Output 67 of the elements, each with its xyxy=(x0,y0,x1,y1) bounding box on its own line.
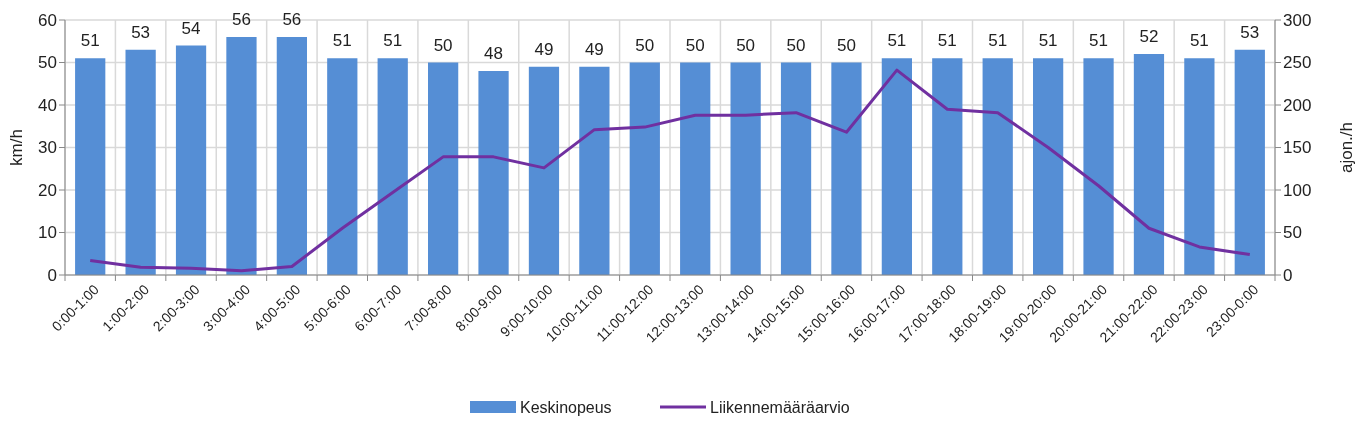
y-tick-label: 30 xyxy=(38,138,57,158)
data-label: 56 xyxy=(282,10,302,29)
bar xyxy=(680,62,711,275)
data-label: 49 xyxy=(534,39,554,59)
bar xyxy=(1234,49,1265,275)
data-label: 51 xyxy=(383,31,403,51)
y-tick-label: 10 xyxy=(38,223,57,243)
bar xyxy=(75,58,106,275)
bar xyxy=(478,71,509,275)
data-label: 50 xyxy=(685,35,705,55)
data-label: 49 xyxy=(584,39,604,59)
data-label: 54 xyxy=(181,18,201,38)
data-label: 50 xyxy=(837,35,856,55)
data-label: 50 xyxy=(635,35,655,55)
bar xyxy=(226,37,257,275)
bar xyxy=(1083,58,1114,275)
bar xyxy=(327,58,358,275)
data-label: 50 xyxy=(786,35,806,55)
data-label: 51 xyxy=(332,31,352,51)
data-label: 50 xyxy=(736,35,756,55)
data-label: 51 xyxy=(80,31,100,51)
bar xyxy=(730,62,761,275)
y-tick-label: 50 xyxy=(38,53,57,73)
y2-tick-label: 150 xyxy=(1283,138,1312,158)
bar xyxy=(780,62,812,275)
bar xyxy=(1133,54,1165,275)
legend-label: Liikennemääräarvio xyxy=(710,398,850,416)
data-label: 51 xyxy=(1089,31,1108,51)
data-label: 51 xyxy=(1038,31,1058,51)
bar xyxy=(377,58,408,275)
bar xyxy=(276,37,307,275)
bar xyxy=(125,49,156,275)
data-label: 53 xyxy=(131,22,151,42)
y-tick-label: 0 xyxy=(47,265,57,285)
y-tick-label: 20 xyxy=(38,180,57,200)
data-label: 52 xyxy=(1139,27,1159,46)
bar xyxy=(881,58,912,275)
data-label: 51 xyxy=(937,31,957,51)
y2-tick-label: 0 xyxy=(1283,265,1293,285)
data-label: 48 xyxy=(484,44,503,63)
bar xyxy=(528,66,560,275)
y-tick-label: 60 xyxy=(38,10,57,30)
data-label: 51 xyxy=(887,31,907,51)
bar xyxy=(932,58,963,275)
data-label: 56 xyxy=(232,10,251,29)
data-label: 50 xyxy=(433,35,453,55)
y2-tick-label: 300 xyxy=(1283,10,1312,30)
data-label: 51 xyxy=(988,31,1008,51)
y2-tick-label: 50 xyxy=(1283,223,1302,243)
bar xyxy=(629,62,660,275)
bar xyxy=(175,45,207,275)
y2-axis-title: ajon./h xyxy=(1337,121,1356,174)
y2-tick-label: 200 xyxy=(1283,95,1312,115)
bar xyxy=(579,66,610,275)
legend-label: Keskinopeus xyxy=(520,398,612,416)
y-axis-title: km/h xyxy=(7,129,26,166)
y2-tick-label: 100 xyxy=(1283,180,1312,200)
bar xyxy=(428,62,459,275)
bar xyxy=(982,58,1013,275)
line-series xyxy=(88,68,1252,273)
data-label: 51 xyxy=(1189,31,1209,51)
bar xyxy=(1184,58,1215,275)
bar xyxy=(831,62,862,275)
data-label: 53 xyxy=(1240,22,1260,42)
bar xyxy=(1033,58,1064,275)
y2-tick-label: 250 xyxy=(1283,53,1312,73)
y-tick-label: 40 xyxy=(38,95,57,115)
